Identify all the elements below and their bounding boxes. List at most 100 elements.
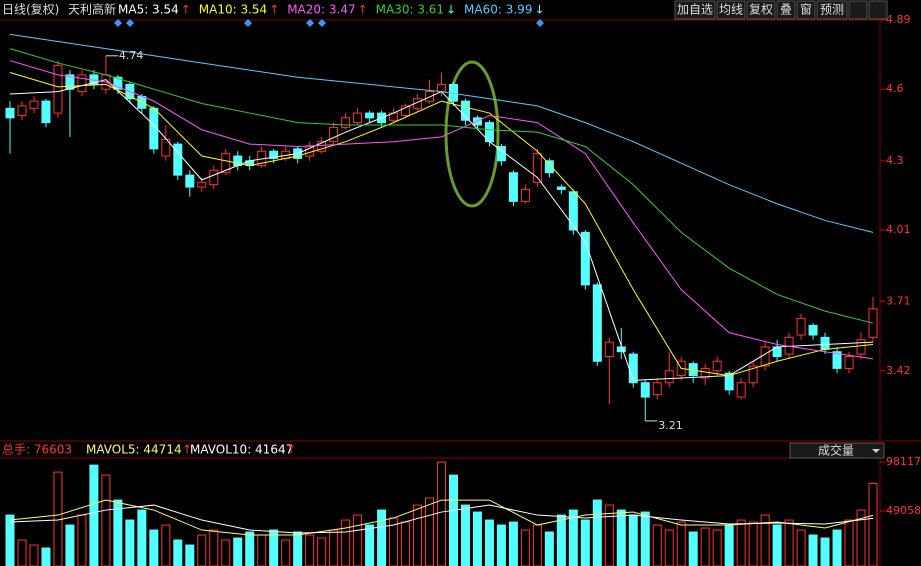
volume-bar	[245, 531, 255, 566]
volume-bar	[460, 504, 470, 566]
button[interactable]: 叠	[776, 0, 796, 20]
volume-bar	[173, 539, 183, 566]
candle-body	[472, 117, 482, 126]
volume-bar	[532, 524, 542, 566]
arrow: ↑	[286, 443, 296, 457]
button-box[interactable]	[848, 0, 868, 20]
candle-body	[65, 74, 75, 90]
button-text[interactable]: 预测	[820, 3, 844, 17]
candle-body	[820, 336, 830, 350]
candle-body	[185, 174, 195, 188]
volume-bar	[844, 519, 854, 566]
candle-body	[568, 191, 578, 231]
ma-line	[9, 48, 874, 324]
button-box[interactable]	[868, 0, 888, 20]
candle-body	[365, 112, 375, 119]
candle-body	[341, 117, 351, 128]
button-box[interactable]	[746, 0, 776, 20]
button-text[interactable]: 窗	[800, 3, 812, 17]
candle-body	[652, 382, 662, 396]
ma-arrow: ↓	[446, 3, 456, 17]
volume-bar	[652, 524, 662, 566]
volume-bar	[17, 539, 27, 566]
volume-bar	[688, 531, 698, 566]
button[interactable]: 加自选	[674, 0, 716, 20]
button[interactable]: 复权	[746, 0, 776, 20]
volume-bar	[317, 537, 327, 566]
volume-bar	[413, 504, 423, 566]
mavol-line	[9, 504, 874, 534]
volume-bar	[508, 521, 518, 566]
button-box[interactable]	[674, 0, 716, 20]
candle-body	[616, 346, 626, 353]
mode: 日线(复权)	[2, 3, 59, 17]
button-box[interactable]	[796, 0, 816, 20]
y-tick-label: 98117	[886, 455, 921, 468]
candle-body	[17, 105, 27, 116]
candle-body	[664, 370, 674, 384]
button-box[interactable]	[816, 0, 848, 20]
volume-bar	[401, 521, 411, 566]
candle-body	[628, 353, 638, 384]
candle-body	[53, 64, 63, 114]
candle-body	[556, 186, 566, 190]
volume-bar	[772, 524, 782, 566]
volume-bar	[197, 534, 207, 566]
button[interactable]: 均线	[716, 0, 746, 20]
volume-bar	[640, 511, 650, 566]
volume-bar	[700, 527, 710, 566]
candle-body	[508, 172, 518, 202]
button-box[interactable]	[776, 0, 796, 20]
volume-bar	[161, 524, 171, 566]
candle-body	[640, 382, 650, 398]
candle-body	[592, 284, 602, 362]
candle-body	[460, 100, 470, 121]
y-tick-label: 3.71	[886, 295, 911, 308]
button-text[interactable]: 复权	[749, 3, 773, 17]
button-text[interactable]: 均线	[719, 3, 743, 17]
button-box[interactable]	[716, 0, 746, 20]
ma-line	[9, 60, 874, 360]
candle-body	[173, 143, 183, 176]
volume-bar	[520, 529, 530, 566]
candle-body	[808, 324, 818, 336]
volume-bar	[580, 519, 590, 566]
button-text[interactable]: 叠	[780, 3, 792, 17]
y-tick-label: 4.89	[886, 13, 911, 26]
candle-body	[317, 141, 327, 152]
button-text[interactable]: 加自选	[677, 3, 713, 17]
ma-line	[9, 33, 874, 233]
candle-body	[532, 153, 542, 183]
volume-bar	[233, 537, 243, 566]
candle-body	[209, 169, 219, 186]
candle-body	[353, 112, 363, 124]
candle-body	[856, 339, 866, 355]
button[interactable]: 预测	[816, 0, 848, 20]
volume-bar	[41, 547, 51, 566]
volume-bar	[496, 524, 506, 566]
ma-arrow: ↑	[269, 3, 279, 17]
volume-bar	[65, 524, 75, 566]
annotation: 3.21	[658, 419, 683, 432]
volume-bar	[305, 534, 315, 566]
candle-body	[197, 181, 207, 188]
volume-bar	[664, 529, 674, 566]
candle-body	[41, 100, 51, 124]
ma-arrow: ↑	[181, 3, 191, 17]
volume-bar	[724, 524, 734, 566]
mavol5-label: MAVOL5: 44714	[86, 443, 182, 457]
volume-bar	[137, 509, 147, 566]
candle-body	[329, 126, 339, 143]
volume-bar	[568, 509, 578, 566]
button[interactable]: 窗	[796, 0, 816, 20]
y-tick-label: 4.3	[886, 154, 904, 167]
volume-bar	[101, 474, 111, 566]
button[interactable]	[848, 0, 888, 20]
volume-bar	[341, 519, 351, 566]
volume-bar	[472, 511, 482, 566]
selector[interactable]: 成交量	[789, 442, 885, 459]
volume-bar	[425, 497, 435, 566]
selector-text[interactable]: 成交量	[818, 443, 854, 458]
volume-bar	[628, 514, 638, 566]
